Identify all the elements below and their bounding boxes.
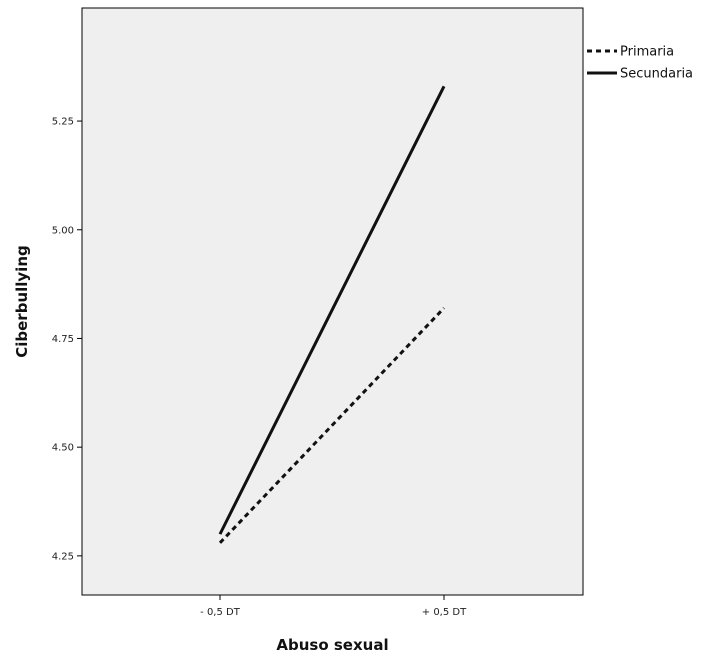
- y-tick-label: 4.75: [52, 334, 74, 345]
- x-tick-label: + 0,5 DT: [422, 607, 467, 618]
- y-tick-label: 5.25: [52, 117, 74, 128]
- series-line-secundaria: [218, 85, 446, 535]
- y-tick-label: 4.25: [52, 551, 74, 562]
- series-lines: [218, 85, 446, 544]
- legend-label-primaria: Primaria: [620, 45, 674, 60]
- x-axis-ticks: - 0,5 DT + 0,5 DT: [200, 595, 467, 618]
- legend-label-secundaria: Secundaria: [620, 67, 693, 82]
- y-tick-label: 5.00: [52, 225, 74, 236]
- y-axis-ticks: 4.25 4.50 4.75 5.00 5.25: [52, 117, 82, 562]
- x-tick-label: - 0,5 DT: [200, 607, 241, 618]
- legend: Primaria Secundaria: [587, 45, 693, 82]
- series-line-primaria: [218, 306, 446, 544]
- x-axis-title: Abuso sexual: [276, 636, 388, 654]
- y-axis-title: Ciberbullying: [13, 245, 31, 358]
- plot-area: [81, 7, 584, 596]
- y-tick-label: 4.50: [52, 443, 74, 454]
